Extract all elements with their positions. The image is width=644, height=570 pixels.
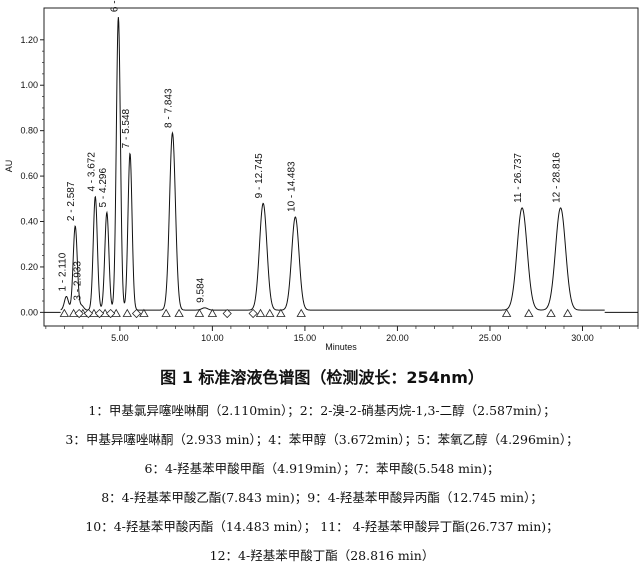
legend-line: 10：4-羟基苯甲酸丙酯（14.483 min）； 11： 4-羟基苯甲酸异丁酯… [85,519,559,534]
baseline-triangle-marker [122,308,132,317]
baseline-diamond-marker [74,308,84,319]
baseline-triangle-marker [546,308,556,317]
peak-label: 6 - 4.919 [109,0,120,12]
legend-line: 3：甲基异噻唑啉酮（2.933 min）；4：苯甲醇（3.672min）；5：苯… [65,432,579,447]
baseline-triangle-marker [139,308,149,317]
baseline-triangle-marker [174,308,184,317]
y-tick-label: 0.00 [20,307,38,317]
peak-label: 10 - 14.483 [286,161,297,212]
baseline-triangle-marker [207,308,218,317]
peak-label: 5 - 4.296 [98,168,109,208]
figure-caption: 图 1 标准溶液色谱图（检测波长：254nm） [160,368,484,387]
chromatogram-chart: 0.00 0.20 0.40 0.60 0.80 1.00 1.20 5.00 10.00 15.… [4,0,639,352]
peak-label: 3 - 2.933 [73,261,84,301]
baseline-triangle-marker [161,308,171,317]
baseline-triangle-marker [194,308,205,317]
baseline-triangle-marker [59,308,70,317]
peak-label: 11 - 26.737 [513,153,524,203]
baseline-triangle-marker [265,308,275,317]
baseline-diamond-marker [83,308,93,319]
y-tick-label: 0.40 [20,217,38,227]
baseline-diamond-marker [222,308,232,319]
baseline-triangle-marker [276,308,286,317]
y-tick-label: 1.20 [20,35,38,45]
legend-line: 8：4-羟基苯甲酸乙酯(7.843 min)；9：4-羟基苯甲酸异丙酯（12.7… [101,490,543,505]
y-tick-label: 0.80 [20,126,38,136]
x-axis-label: Minutes [325,342,357,352]
legend-line: 6：4-羟基苯甲酸甲酯（4.919min）；7：苯甲酸(5.548 min)； [144,461,500,476]
baseline-triangle-marker [524,308,534,317]
baseline-triangle-marker [296,308,306,317]
x-tick-label: 10.00 [201,333,224,343]
peak-label: 1 - 2.110 [57,252,68,291]
peak-label: 7 - 5.548 [121,108,132,148]
peak-label: 9 - 12.745 [254,153,265,198]
legend-line: 12：4-羟基苯甲酸丁酯（28.816 min） [209,548,435,563]
x-tick-label: 5.00 [111,333,129,343]
x-tick-label: 25.00 [479,333,502,343]
baseline-triangle-marker [562,308,573,317]
peak-legend: 1：甲基氯异噻唑啉酮（2.110min）；2：2-溴-2-硝基丙烷-1,3-二醇… [0,396,644,570]
y-tick-label: 0.20 [20,262,38,272]
peak-label: 9.584 [196,277,207,302]
baseline-diamond-marker [94,308,105,319]
baseline-diamond-marker [131,308,142,319]
baseline-triangle-marker [501,308,512,317]
baseline-triangle-marker [255,308,266,317]
x-tick-label: 15.00 [294,333,317,343]
plot-frame [43,7,639,327]
x-tick-label: 20.00 [386,333,409,343]
peak-label: 4 - 3.672 [86,152,97,192]
peak-label: 2 - 2.587 [66,181,77,221]
y-axis-label: AU [4,160,14,173]
y-tick-label: 0.60 [20,171,38,181]
baseline-diamond-marker [248,308,258,319]
legend-line: 1：甲基氯异噻唑啉酮（2.110min）；2：2-溴-2-硝基丙烷-1,3-二醇… [88,403,556,418]
chromatogram-svg: 0.00 0.20 0.40 0.60 0.80 1.00 1.20 5.00 10.00 15.… [4,0,639,352]
peak-label: 8 - 7.843 [163,88,174,128]
chromatogram-trace [60,17,605,311]
peak-label: 12 - 28.816 [552,152,563,203]
baseline-diamond-marker [106,308,116,319]
y-tick-label: 1.00 [20,80,38,90]
x-tick-label: 30.00 [571,333,594,343]
